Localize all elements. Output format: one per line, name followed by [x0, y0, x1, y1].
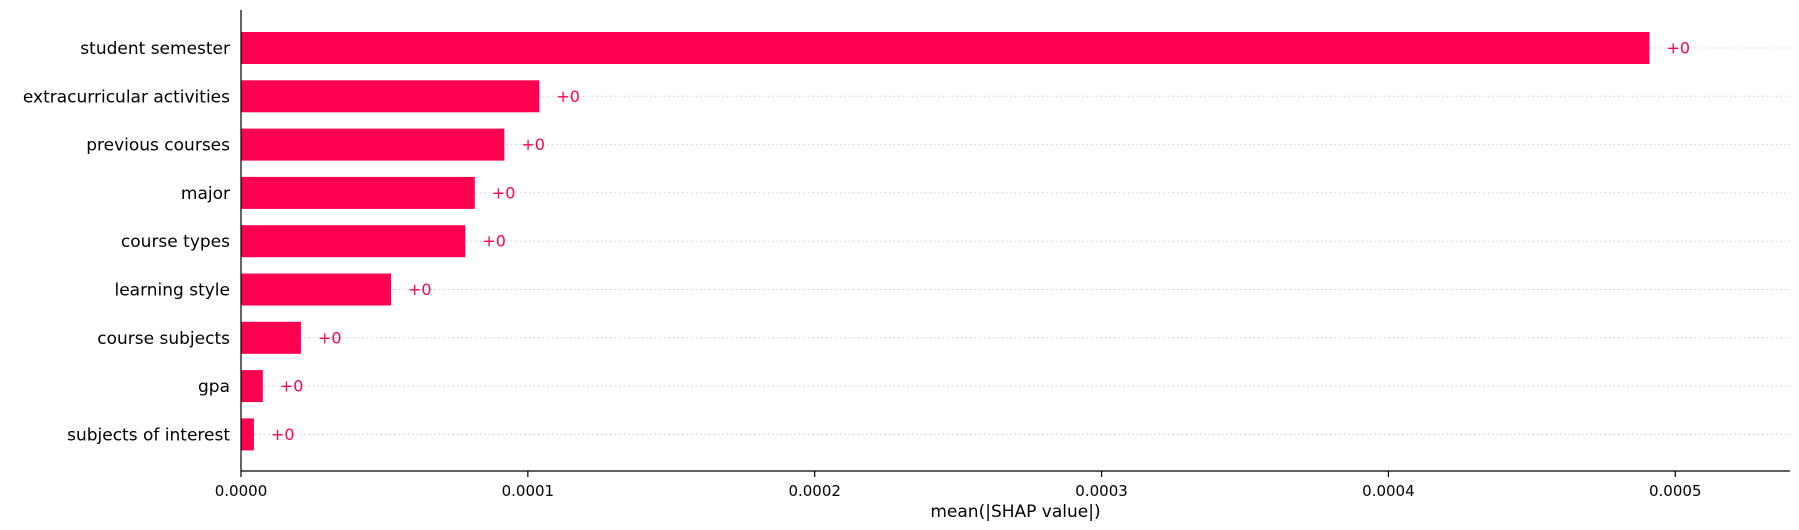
bar: [241, 370, 263, 403]
value-label: +0: [271, 425, 295, 444]
bar: [241, 80, 540, 113]
x-tick-label: 0.0004: [1362, 482, 1415, 500]
value-label: +0: [492, 183, 516, 202]
value-label: +0: [408, 280, 432, 299]
category-label: previous courses: [86, 136, 230, 156]
x-tick-label: 0.0003: [1075, 482, 1128, 500]
category-label: subjects of interest: [67, 425, 230, 445]
x-tick-label: 0.0005: [1649, 482, 1702, 500]
value-label: +0: [556, 87, 580, 106]
value-label: +0: [280, 377, 304, 396]
category-label: student semester: [80, 39, 230, 59]
value-label: +0: [1666, 39, 1690, 58]
category-label: learning style: [114, 281, 230, 301]
bar: [241, 225, 466, 258]
bar: [241, 176, 475, 209]
bars: [241, 32, 1650, 451]
value-label: +0: [482, 232, 506, 251]
x-tick-label: 0.0002: [788, 482, 841, 500]
x-axis-title: mean(|SHAP value|): [930, 502, 1100, 522]
x-tick-label: 0.0000: [215, 482, 268, 500]
axes: 0.0000 0.0001 0.0002 0.0003 0.0004 0.0005: [215, 10, 1790, 500]
x-tick-label: 0.0001: [502, 482, 555, 500]
category-label: major: [181, 184, 230, 204]
bar: [241, 128, 505, 161]
value-label: +0: [318, 328, 342, 347]
category-label: gpa: [198, 377, 230, 397]
bar: [241, 321, 301, 354]
value-label: +0: [521, 135, 545, 154]
bar: [241, 273, 392, 306]
category-label: course types: [121, 232, 230, 252]
category-label: course subjects: [97, 329, 230, 349]
bar: [241, 418, 254, 451]
bar: [241, 32, 1650, 64]
category-labels: student semester extracurricular activiti…: [23, 39, 230, 445]
value-labels: +0 +0 +0 +0 +0 +0 +0 +0 +0: [271, 39, 1690, 444]
category-label: extracurricular activities: [23, 87, 230, 107]
